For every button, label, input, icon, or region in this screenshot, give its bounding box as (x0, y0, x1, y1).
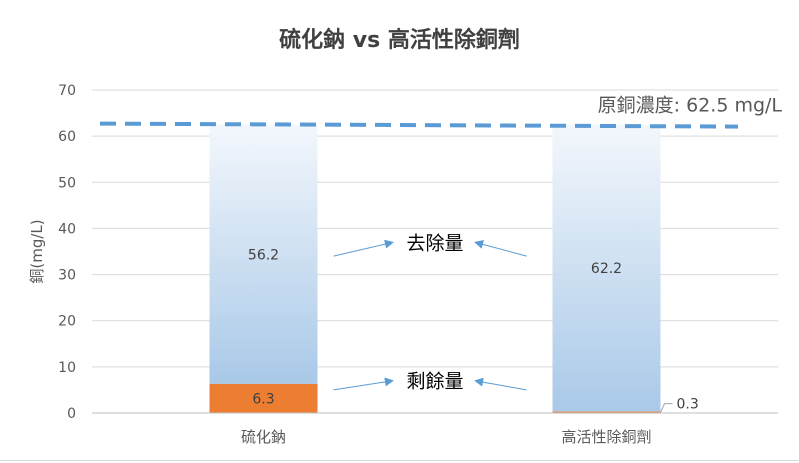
y-tick-label: 60 (58, 129, 76, 145)
y-tick-label: 40 (58, 221, 76, 237)
x-tick-label: 硫化鈉 (241, 428, 286, 446)
annotation-arrow (474, 377, 527, 391)
bar-remaining (209, 383, 318, 413)
annotation-label: 剩餘量 (406, 371, 463, 393)
y-tick-label: 50 (58, 175, 76, 191)
bar-removed (552, 124, 661, 412)
data-label-leader (660, 403, 673, 413)
y-tick-label: 0 (67, 406, 76, 422)
x-tick-label: 高活性除銅劑 (561, 428, 651, 446)
chart-title: 硫化鈉 vs 高活性除銅劑 (279, 28, 520, 53)
data-label-removed: 56.2 (248, 247, 279, 263)
bar-remaining (552, 411, 661, 413)
annotation-arrow (474, 240, 527, 257)
y-tick-label: 20 (58, 314, 76, 330)
annotation-arrow (333, 377, 394, 391)
annotation-arrow (333, 239, 394, 257)
y-tick-label: 10 (58, 360, 76, 376)
annotation-label: 去除量 (406, 232, 463, 254)
data-label-remaining: 0.3 (677, 397, 699, 413)
data-label-removed: 62.2 (591, 261, 622, 277)
y-axis-label: 銅(mg/L) (28, 219, 46, 283)
y-tick-label: 70 (58, 83, 76, 99)
data-label-remaining: 6.3 (252, 391, 274, 407)
frame-bottom-border (0, 460, 799, 461)
reference-line-label: 原銅濃度: 62.5 mg/L (598, 95, 783, 117)
bar-removed (209, 124, 318, 384)
y-tick-label: 30 (58, 268, 76, 284)
reference-line (99, 121, 739, 129)
